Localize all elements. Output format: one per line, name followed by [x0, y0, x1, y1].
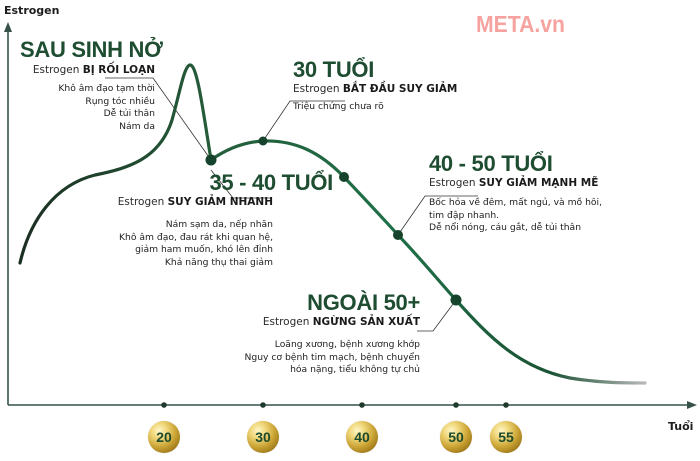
stage-age35-40: 35 - 40 TUỔI Estrogen SUY GIẢM NHANH Nám… — [100, 170, 334, 269]
stage-symptoms: Triệu chứng chưa rõ — [293, 101, 457, 114]
point-over50 — [450, 294, 462, 306]
stage-title: 35 - 40 TUỔI — [209, 170, 333, 195]
tick-40 — [359, 402, 365, 408]
leader-age30 — [262, 100, 345, 142]
age-coin-40: 40 — [346, 421, 378, 453]
tick-50 — [453, 402, 459, 408]
stage-over50: NGOÀI 50+ Estrogen NGỪNG SẢN XUẤT Loãng … — [200, 291, 420, 377]
point-age35-40 — [339, 172, 349, 182]
x-axis-arrow-icon — [687, 401, 697, 409]
x-axis — [8, 401, 697, 409]
leader-age35-40 — [210, 169, 272, 199]
symptom: Nám da — [119, 120, 155, 132]
x-axis-label: Tuổi — [668, 420, 694, 433]
stage-symptoms: Khô âm đạo tạm thời Rụng tóc nhiều Dễ tủ… — [20, 83, 155, 133]
leader-age40-50 — [397, 195, 478, 236]
point-age30 — [258, 136, 268, 146]
point-postpartum-dip — [205, 154, 217, 166]
stage-subtitle: Estrogen SUY GIẢM NHANH — [117, 196, 273, 208]
symptom: Bốc hỏa về đêm, mất ngủ, và mồ hôi, — [429, 197, 602, 208]
leader-postpartum — [105, 77, 212, 161]
stage-subtitle: Estrogen BẮT ĐẦU SUY GIẢM — [293, 83, 458, 95]
symptom: Nguy cơ bệnh tim mạch, bệnh chuyển — [244, 351, 420, 363]
stage-subtitle: Estrogen BỊ RỐI LOẠN — [32, 64, 155, 76]
symptom: Khô âm đạo, đau rát khi quan hệ, — [119, 231, 273, 243]
stage-title: 40 - 50 TUỔI — [429, 151, 553, 176]
stage-title: SAU SINH NỞ — [20, 37, 163, 62]
tick-20 — [161, 402, 167, 408]
symptom: hóa nặng, tiểu không tự chủ — [290, 364, 420, 376]
tick-55 — [503, 402, 509, 408]
y-axis-label: Estrogen — [4, 4, 60, 17]
symptom: tim đập nhanh. — [429, 209, 500, 221]
leader-over50 — [417, 299, 457, 332]
stage-symptoms: Loãng xương, bệnh xương khớp Nguy cơ bện… — [200, 339, 420, 377]
age-coin-30: 30 — [247, 421, 279, 453]
leader-lines — [105, 77, 478, 332]
stage-symptoms: Nám sạm da, nếp nhăn Khô âm đạo, đau rát… — [100, 219, 273, 269]
age-coin-55: 55 — [490, 421, 522, 453]
symptom: Dễ tủi thân — [103, 108, 155, 120]
age-coin-50: 50 — [440, 421, 472, 453]
stage-postpartum: SAU SINH NỞ Estrogen BỊ RỐI LOẠN Khô âm … — [20, 37, 163, 133]
symptom: Nám sạm da, nếp nhăn — [165, 219, 273, 230]
stage-title: 30 TUỔI — [293, 57, 375, 82]
stage-subtitle: Estrogen SUY GIẢM MẠNH MẼ — [429, 177, 599, 189]
symptom: Rụng tóc nhiều — [85, 95, 155, 107]
age-coin-20: 20 — [148, 421, 180, 453]
stage-subtitle: Estrogen NGỪNG SẢN XUẤT — [262, 316, 420, 328]
stage-symptoms: Bốc hỏa về đêm, mất ngủ, và mồ hôi, tim … — [429, 197, 602, 235]
y-axis-arrow-icon — [4, 22, 12, 32]
symptom: Triệu chứng chưa rõ — [293, 101, 384, 112]
curve-points — [205, 136, 462, 306]
stage-age30: 30 TUỔI Estrogen BẮT ĐẦU SUY GIẢM Triệu … — [293, 58, 457, 114]
symptom: Loãng xương, bệnh xương khớp — [274, 339, 420, 350]
stage-title: NGOÀI 50+ — [307, 290, 420, 315]
y-axis — [4, 22, 12, 405]
symptom: Khả năng thụ thai giảm — [164, 256, 273, 268]
point-age40-50 — [393, 230, 403, 240]
tick-30 — [260, 402, 266, 408]
symptom: Dễ nổi nóng, cáu gắt, dễ tủi thân — [429, 222, 582, 234]
symptom: Khô âm đạo tạm thời — [58, 83, 155, 94]
watermark-logo: META.vn — [476, 11, 565, 37]
stage-age40-50: 40 - 50 TUỔI Estrogen SUY GIẢM MẠNH MẼ B… — [429, 152, 602, 235]
symptom: giảm ham muốn, khó lên đỉnh — [135, 244, 273, 256]
